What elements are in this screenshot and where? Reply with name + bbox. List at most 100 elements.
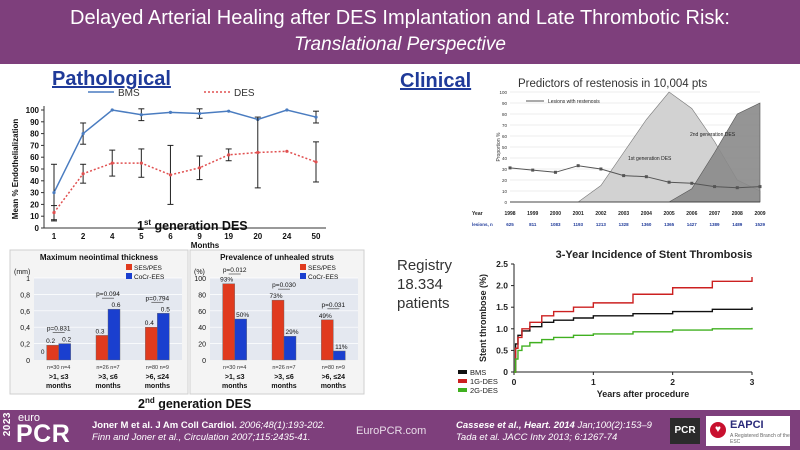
reference-left: Joner M et al. J Am Coll Cardiol. 2006;4… [92, 420, 326, 444]
data-point [690, 181, 694, 185]
bar-value-label: 0 [41, 349, 45, 356]
legend-label: SES/PES [308, 265, 336, 272]
x-tick-label: 2007 [709, 211, 720, 217]
header-banner: Delayed Arterial Healing after DES Impla… [0, 0, 800, 64]
y-tick-label: 20 [30, 200, 39, 209]
data-point [197, 111, 202, 116]
x-tick-label: months [46, 383, 71, 390]
y-tick-label: 0,6 [20, 309, 30, 316]
y-axis-label: Mean % Endothelialization [11, 119, 20, 220]
data-point [110, 161, 114, 165]
legend-swatch [458, 388, 467, 392]
y-tick-label: 80 [502, 112, 508, 117]
x-tick-label: >3, ≤6 [274, 374, 294, 381]
x-tick-label: 2009 [754, 211, 765, 217]
x-tick-label: 1999 [527, 211, 538, 217]
legend-label: 1G-DES [470, 377, 498, 386]
europcr-logo-prefix: euro [18, 412, 41, 424]
data-point [713, 185, 717, 189]
series-line-bms [514, 307, 753, 373]
legend-label: DES [234, 88, 255, 99]
eapci-badge: ♥ EAPCI A Registered Branch of the ESC [706, 416, 790, 446]
n-label: n=26 n=7 [272, 365, 295, 371]
bar-cocr-ees [58, 343, 71, 361]
y-axis-label: Stent thrombose (%) [478, 274, 488, 362]
ref2: Finn and Joner et al., Circulation 2007;… [92, 432, 311, 443]
y-tick-label: 0,2 [20, 342, 30, 349]
y-tick-label: 20 [198, 342, 206, 349]
data-point [508, 166, 512, 170]
data-point [314, 160, 318, 164]
ref3-author: Cassese et al., [456, 420, 525, 431]
x-tick-label: months [271, 383, 296, 390]
y-tick-label: 0 [504, 200, 507, 205]
data-point [227, 109, 231, 113]
series-line-1g-des [514, 276, 753, 373]
y-tick-label: 0 [35, 224, 40, 233]
website-link[interactable]: EuroPCR.com [356, 425, 427, 437]
y-tick-label: 60 [30, 153, 39, 162]
data-point [139, 113, 143, 117]
data-point [735, 186, 739, 190]
y-tick-label: 60 [198, 309, 206, 316]
lesion-count: 625 [506, 222, 514, 227]
legend-swatch [458, 379, 467, 383]
x-tick-label: months [222, 383, 247, 390]
bar-value-label: 11% [335, 344, 348, 351]
x-tick-label: 19 [224, 232, 233, 241]
x-tick-label: >1, ≤3 [49, 374, 69, 381]
data-point [227, 153, 231, 157]
unhealed-struts-chart: Prevalence of unhealed struts (%) 0 20 40 60 8… [189, 249, 365, 395]
bar-value-label: 0.5 [161, 306, 170, 313]
x-axis-title: Year [472, 211, 483, 217]
heart-icon: ♥ [710, 422, 726, 438]
x-tick-label: 2005 [664, 211, 675, 217]
x-tick-label: 0 [512, 377, 517, 387]
bar-cocr-ees [283, 336, 297, 361]
pvalue-label: p=0.012 [223, 267, 247, 274]
ref4: Tada et al. JACC Intv 2013; 6:1267-74 [456, 432, 618, 443]
series-line-2g-des [514, 327, 753, 373]
y-tick-label: 2.0 [496, 281, 508, 291]
bar-value-label: 0.2 [62, 337, 71, 344]
y-tick-label: 100 [194, 276, 206, 283]
x-tick-label: months [321, 383, 346, 390]
bar-cocr-ees [234, 318, 247, 361]
y-tick-label: 40 [502, 156, 508, 161]
y-tick-label: 1 [26, 276, 30, 283]
ref3-journal: Heart. 2014 [524, 420, 575, 431]
bar-value-label: 0.3 [95, 328, 104, 335]
eapci-label: EAPCI [730, 419, 764, 431]
data-point [622, 174, 626, 178]
data-point [531, 168, 535, 172]
x-tick-label: 6 [168, 232, 173, 241]
ref1-rest: 2006;48(1):193-202. [236, 420, 326, 431]
x-tick-label: 24 [282, 232, 291, 241]
lesion-count: 1083 [550, 222, 561, 227]
y-tick-label: 100 [499, 90, 507, 95]
section-title-pathological: Pathological [52, 68, 171, 90]
registry-text: Registry 18.334 patients [397, 256, 452, 313]
x-tick-label: 2008 [732, 211, 743, 217]
data-point [576, 164, 580, 168]
legend-label: BMS [470, 368, 486, 377]
y-tick-label: 90 [502, 101, 508, 106]
pvalue-label: p=0.030 [272, 282, 296, 289]
y-tick-label: 0,8 [20, 292, 30, 299]
x-tick-label: 9 [197, 232, 202, 241]
annotation: Lesions with restenosis [548, 99, 600, 105]
bar-value-label: 0.2 [46, 338, 55, 345]
y-tick-label: 0 [503, 367, 508, 377]
y-tick-label: 30 [502, 167, 508, 172]
y-tick-label: 0 [202, 358, 206, 365]
registry-line: 18.334 [397, 276, 443, 293]
y-tick-label: 90 [30, 118, 39, 127]
caption-first-generation: 1st generation DES [137, 218, 248, 234]
data-point [599, 167, 603, 171]
data-point [139, 161, 143, 165]
y-tick-label: 1.5 [496, 302, 508, 312]
lesion-count: 811 [529, 222, 537, 227]
y-tick-label: 40 [30, 177, 39, 186]
y-tick-label: 2.5 [496, 259, 508, 269]
